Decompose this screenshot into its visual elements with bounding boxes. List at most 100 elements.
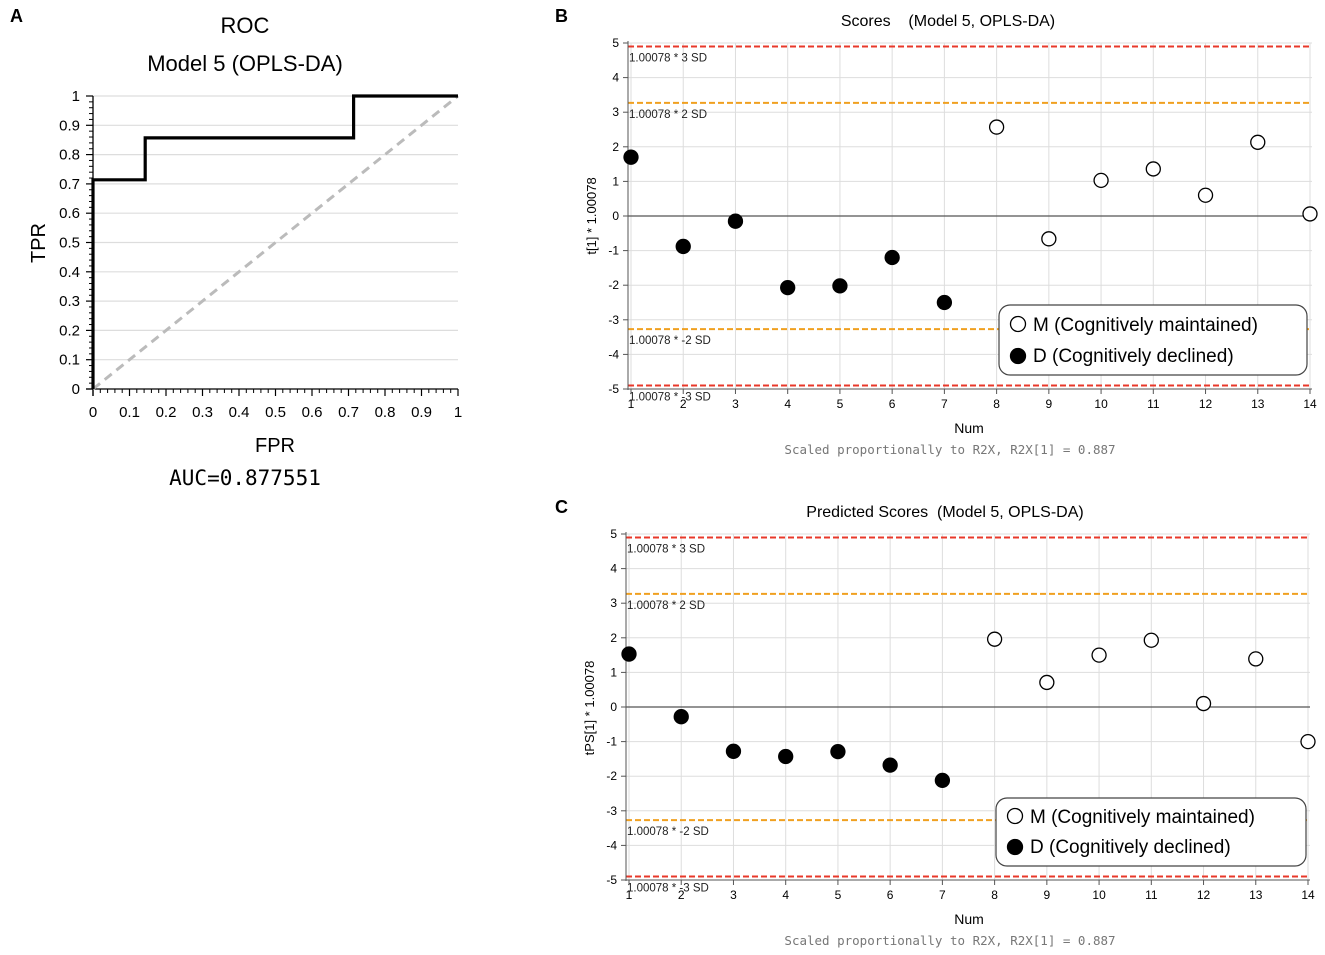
y-tick-label: -5 — [608, 382, 619, 396]
predicted-title: Predicted Scores (Model 5, OPLS-DA) — [806, 504, 1083, 521]
sd-limit-label: 1.00078 * 3 SD — [627, 543, 705, 555]
data-point-maintained — [986, 631, 1003, 647]
x-tick-label: 4 — [784, 397, 791, 411]
x-tick-label: 11 — [1145, 888, 1158, 902]
roc-y-tick-label: 0.9 — [59, 117, 80, 134]
scores-title: Scores (Model 5, OPLS-DA) — [841, 13, 1055, 30]
panel-label-a: A — [10, 6, 23, 26]
y-tick-label: 5 — [610, 527, 617, 541]
x-tick-label: 12 — [1199, 397, 1213, 411]
data-point-declined — [727, 213, 744, 229]
scores-legend: M (Cognitively maintained) D (Cognitivel… — [998, 304, 1308, 376]
y-tick-label: 5 — [612, 36, 619, 50]
scores-x-axis-label: Num — [954, 420, 984, 436]
x-tick-label: 11 — [1147, 397, 1160, 411]
y-tick-label: 2 — [612, 140, 619, 154]
data-point-declined — [884, 249, 900, 266]
sd-limit-label: 1.00078 * 2 SD — [629, 109, 707, 121]
y-tick-label: -4 — [608, 347, 619, 361]
data-point-maintained — [1195, 695, 1212, 712]
y-tick-label: -2 — [606, 769, 617, 783]
roc-grid — [93, 95, 458, 361]
x-tick-label: 9 — [1044, 888, 1051, 902]
predicted-footnote: Scaled proportionally to R2X, R2X[1] = 0… — [784, 933, 1115, 948]
roc-x-tick-label: 0.7 — [338, 404, 359, 421]
data-point-declined — [882, 757, 898, 773]
x-tick-label: 3 — [732, 397, 739, 411]
roc-x-tick-label: 0.1 — [119, 404, 140, 421]
data-point-declined — [780, 279, 796, 296]
panel-label-b: B — [555, 6, 568, 26]
y-tick-label: -5 — [606, 873, 617, 887]
x-tick-label: 1 — [626, 888, 633, 902]
y-tick-label: -3 — [608, 313, 619, 327]
x-tick-label: 2 — [678, 888, 685, 902]
data-point-maintained — [1300, 733, 1316, 750]
scores-chart: Scores (Model 5, OPLS-DA) 1.00078 * 3 SD… — [584, 13, 1318, 457]
predicted-legend-label-m: M (Cognitively maintained) — [1030, 807, 1255, 828]
x-tick-label: 5 — [835, 888, 842, 902]
roc-x-tick-label: 0.3 — [192, 404, 213, 421]
roc-x-tick-label: 0.8 — [375, 404, 396, 421]
data-point-declined — [934, 772, 951, 789]
y-tick-label: 3 — [610, 596, 617, 610]
y-tick-label: -2 — [608, 278, 619, 292]
roc-y-tick-label: 0.4 — [59, 264, 80, 281]
data-point-maintained — [1250, 134, 1266, 150]
data-point-maintained — [1091, 647, 1107, 663]
predicted-limit-lines: 1.00078 * 3 SD 1.00078 * 2 SD 1.00078 * -2… — [626, 536, 1310, 895]
roc-title: ROC — [221, 13, 270, 38]
predicted-scores-chart: Predicted Scores (Model 5, OPLS-DA) 1.00… — [582, 504, 1316, 948]
roc-y-tick-label: 0.1 — [59, 352, 80, 369]
x-tick-label: 1 — [628, 397, 635, 411]
data-point-maintained — [988, 119, 1005, 135]
roc-chance-diagonal — [92, 94, 459, 391]
roc-y-tick-label: 1 — [72, 88, 80, 105]
data-point-declined — [830, 743, 846, 760]
roc-x-axis-label: FPR — [255, 435, 295, 457]
predicted-points — [621, 631, 1316, 789]
panel-label-c: C — [555, 497, 568, 517]
y-tick-label: -1 — [608, 244, 619, 258]
data-point-declined — [623, 149, 639, 165]
y-tick-label: 4 — [610, 562, 617, 576]
data-point-declined — [621, 646, 637, 662]
x-tick-label: 9 — [1046, 397, 1053, 411]
data-point-maintained — [1093, 172, 1109, 189]
scores-legend-filled-marker — [1009, 347, 1027, 365]
scores-footnote: Scaled proportionally to R2X, R2X[1] = 0… — [784, 442, 1115, 457]
roc-subtitle: Model 5 (OPLS-DA) — [147, 51, 343, 76]
sd-limit-label: 1.00078 * 2 SD — [627, 600, 705, 612]
y-tick-label: 0 — [610, 700, 617, 714]
data-point-declined — [673, 709, 689, 725]
scores-limit-lines: 1.00078 * 3 SD 1.00078 * 2 SD 1.00078 * -2… — [628, 45, 1312, 404]
roc-y-tick-label: 0.2 — [59, 322, 80, 339]
x-tick-label: 12 — [1197, 888, 1211, 902]
y-tick-label: -4 — [606, 838, 617, 852]
x-tick-label: 4 — [782, 888, 789, 902]
y-tick-label: 1 — [610, 665, 617, 679]
scores-legend-label-m: M (Cognitively maintained) — [1033, 315, 1258, 336]
x-tick-label: 7 — [941, 397, 948, 411]
y-tick-label: 2 — [610, 631, 617, 645]
roc-y-tick-label: 0.6 — [59, 205, 80, 222]
data-point-maintained — [1197, 187, 1214, 203]
data-point-declined — [936, 294, 953, 311]
x-tick-label: 6 — [887, 888, 894, 902]
data-point-maintained — [1248, 651, 1264, 667]
roc-x-tick-label: 0.4 — [229, 404, 250, 421]
data-point-maintained — [1143, 632, 1159, 648]
x-tick-label: 10 — [1094, 397, 1108, 411]
data-point-maintained — [1039, 674, 1055, 691]
scores-legend-label-d: D (Cognitively declined) — [1033, 346, 1234, 367]
predicted-legend-label-d: D (Cognitively declined) — [1030, 837, 1231, 858]
x-tick-label: 6 — [889, 397, 896, 411]
roc-x-tick-label: 1 — [454, 404, 462, 421]
y-tick-label: 3 — [612, 105, 619, 119]
predicted-legend-open-marker — [1006, 807, 1024, 825]
data-point-declined — [675, 238, 691, 255]
roc-y-tick-label: 0.7 — [59, 176, 80, 193]
